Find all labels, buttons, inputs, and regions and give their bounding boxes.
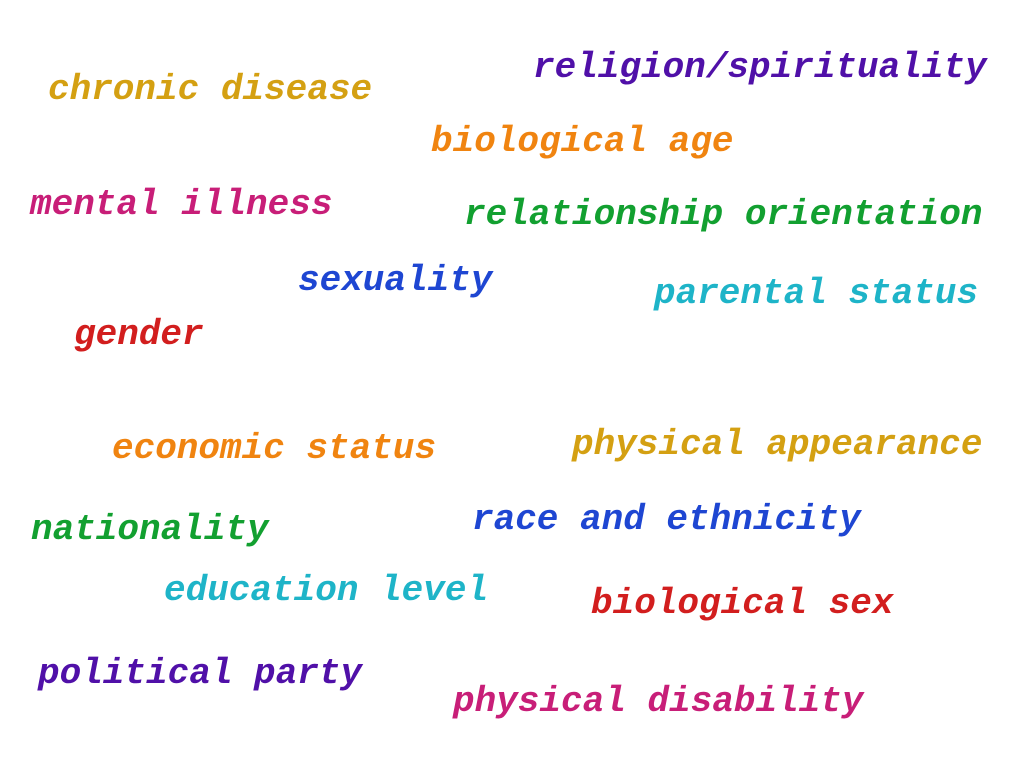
word-sexuality: sexuality (298, 260, 493, 301)
word-gender: gender (74, 314, 204, 355)
word-biological-age: biological age (431, 121, 734, 162)
word-education-level: education level (164, 570, 489, 611)
word-chronic-disease: chronic disease (48, 69, 373, 110)
word-nationality: nationality (31, 509, 269, 550)
word-race-and-ethnicity: race and ethnicity (472, 499, 861, 540)
word-mental-illness: mental illness (30, 184, 333, 225)
word-biological-sex: biological sex (591, 583, 894, 624)
word-political-party: political party (38, 653, 363, 694)
word-parental-status: parental status (654, 273, 979, 314)
word-religion-spirituality: religion/spirituality (533, 47, 987, 88)
word-physical-disability: physical disability (453, 681, 864, 722)
word-relationship-orientation: relationship orientation (464, 194, 983, 235)
word-physical-appearance: physical appearance (572, 424, 983, 465)
word-economic-status: economic status (112, 428, 437, 469)
